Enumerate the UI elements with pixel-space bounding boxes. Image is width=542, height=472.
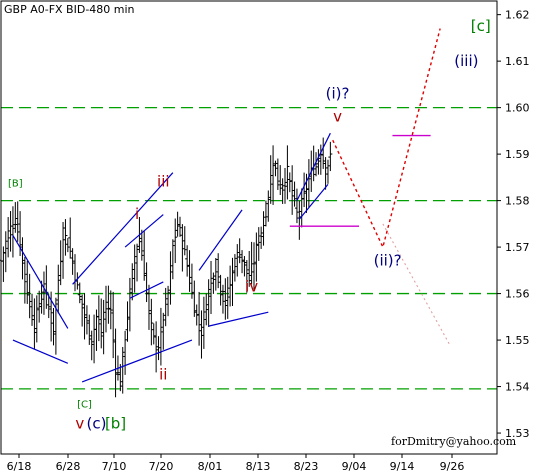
x-tick-label: 7/20 <box>149 460 174 472</box>
trend-channel-line <box>296 132 331 201</box>
grid-layer <box>1 106 497 390</box>
wave-label: (i)? <box>326 84 350 102</box>
y-tick-label: 1.57 <box>505 241 530 254</box>
y-tick-label: 1.59 <box>505 148 530 161</box>
y-tick-label: 1.58 <box>505 195 530 208</box>
lines-layer <box>12 28 451 383</box>
trend-channel-line <box>12 339 69 364</box>
x-tick-label: 6/18 <box>7 460 32 472</box>
y-tick-label: 1.60 <box>505 102 530 115</box>
y-tick-label: 1.56 <box>505 288 530 301</box>
wave-label: v <box>75 414 84 432</box>
y-tick-label: 1.55 <box>505 334 530 347</box>
y-tick-label: 1.54 <box>505 381 530 394</box>
alt-projection-path <box>382 223 451 345</box>
wave-label: (iii) <box>454 52 478 70</box>
wave-label: v <box>333 108 342 126</box>
chart-title: GBP A0-FX BID-480 min <box>4 3 135 16</box>
x-axis: 6/18 6/28 7/10 7/20 8/01 8/13 8/23 9/04 9/14 9/26 <box>7 454 465 472</box>
x-tick-label: 8/01 <box>198 460 223 472</box>
wave-label: [b] <box>105 414 126 432</box>
y-tick-label: 1.62 <box>505 9 530 22</box>
trend-channel-line <box>124 214 164 248</box>
wave-label: [C] <box>77 399 92 410</box>
wave-label: iv <box>245 277 258 295</box>
wave-label: [c] <box>471 17 491 35</box>
x-tick-label: 8/23 <box>294 460 319 472</box>
trend-channel-line <box>198 209 243 271</box>
trend-channel-line <box>208 311 269 327</box>
plot-frame <box>0 0 498 455</box>
wave-label: [B] <box>8 179 23 190</box>
x-tick-label: 9/04 <box>342 460 367 472</box>
trend-channel-line <box>12 235 69 329</box>
x-tick-label: 6/28 <box>56 460 81 472</box>
wave-label: (ii)? <box>374 252 402 270</box>
y-axis: 1.62 1.61 1.60 1.59 1.58 1.57 1.56 1.55 1.54 1.53 <box>497 9 530 440</box>
trend-channel-line <box>129 281 164 299</box>
y-tick-label: 1.53 <box>505 427 530 440</box>
x-tick-label: 7/10 <box>102 460 127 472</box>
x-tick-label: 9/14 <box>390 460 415 472</box>
x-tick-label: 8/13 <box>246 460 271 472</box>
trend-channel-line <box>298 183 329 220</box>
projection-path <box>332 28 441 250</box>
wave-label: ii <box>159 366 167 384</box>
bars-layer <box>0 137 333 398</box>
y-tick-label: 1.61 <box>505 55 530 68</box>
wave-label: iii <box>157 173 170 191</box>
x-tick-label: 9/26 <box>440 460 465 472</box>
wave-label: i <box>135 205 139 223</box>
trend-channel-line <box>81 339 193 383</box>
trend-channel-line <box>72 172 174 285</box>
wave-label: (c) <box>86 414 106 432</box>
watermark: forDmitry@yahoo.com <box>391 435 517 448</box>
